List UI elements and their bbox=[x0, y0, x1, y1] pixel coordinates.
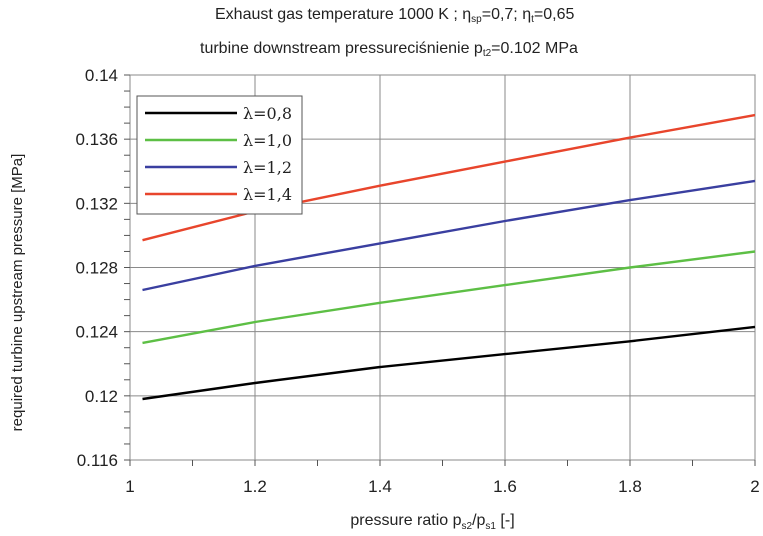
series-line-4 bbox=[142, 113, 756, 242]
series-lines bbox=[142, 113, 756, 401]
x-tick-label: 1.4 bbox=[368, 477, 392, 496]
x-tick-label: 1.2 bbox=[243, 477, 267, 496]
series-line-3 bbox=[142, 179, 756, 292]
chart-title-line1: Exhaust gas temperature 1000 K ; ηsp=0,7… bbox=[215, 6, 575, 25]
x-tick-label: 1 bbox=[125, 477, 134, 496]
y-tick-label: 0.12 bbox=[85, 387, 118, 406]
legend-label-1: λ=0,8 bbox=[243, 104, 292, 123]
x-axis-label: pressure ratio ps2/ps1 [-] bbox=[350, 512, 514, 532]
series-line-2 bbox=[142, 250, 756, 345]
x-tick-label: 1.6 bbox=[493, 477, 517, 496]
y-tick-label: 0.136 bbox=[75, 130, 118, 149]
x-tick-label: 2 bbox=[750, 477, 759, 496]
y-axis-label: required turbine upstream pressure [MPa] bbox=[9, 154, 26, 432]
y-tick-label: 0.116 bbox=[77, 451, 118, 470]
legend-label-4: λ=1,4 bbox=[243, 185, 292, 204]
legend: λ=0,8 λ=1,0 λ=1,2 λ=1,4 bbox=[136, 95, 303, 215]
legend-label-3: λ=1,2 bbox=[243, 158, 292, 177]
y-tick-label: 0.132 bbox=[75, 194, 118, 213]
y-axis-ticks: 0.116 0.12 0.124 0.128 0.132 0.136 0.14 bbox=[75, 66, 118, 470]
chart-title-line2: turbine downstream pressureciśnienie pt2… bbox=[200, 40, 578, 59]
y-tick-label: 0.124 bbox=[75, 323, 118, 342]
series-line-1 bbox=[142, 325, 756, 401]
legend-label-2: λ=1,0 bbox=[243, 131, 292, 150]
x-axis-ticks: 1 1.2 1.4 1.6 1.8 2 bbox=[125, 477, 759, 496]
x-tick-label: 1.8 bbox=[618, 477, 642, 496]
y-tick-label: 0.14 bbox=[85, 66, 118, 85]
minor-ticks bbox=[124, 74, 756, 466]
y-tick-label: 0.128 bbox=[75, 259, 118, 278]
